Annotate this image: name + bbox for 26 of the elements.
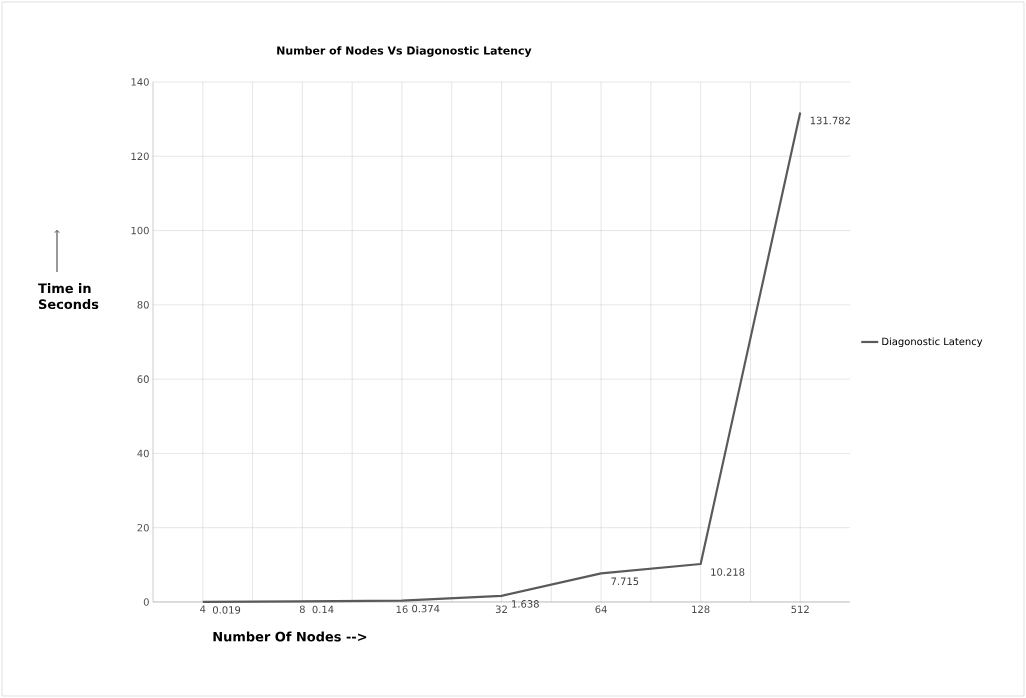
x-axis-title: Number Of Nodes --> bbox=[213, 631, 367, 642]
y-axis-title: Time in Seconds bbox=[38, 283, 99, 310]
x-tick-label: 8 bbox=[299, 605, 305, 614]
y-tick-label: 0 bbox=[143, 598, 149, 606]
chart-title: Number of Nodes Vs Diagonostic Latency bbox=[277, 46, 532, 57]
y-tick-label: 60 bbox=[137, 375, 149, 383]
y-tick-label: 120 bbox=[131, 152, 149, 161]
data-label: 7.715 bbox=[611, 577, 639, 586]
data-label: 0.374 bbox=[412, 604, 440, 613]
x-tick-label: 16 bbox=[396, 605, 408, 614]
x-tick-label: 4 bbox=[200, 605, 206, 613]
x-tick-label: 512 bbox=[791, 605, 809, 614]
x-tick-label: 32 bbox=[495, 605, 507, 614]
data-label: 1.638 bbox=[512, 600, 539, 608]
y-tick-label: 20 bbox=[137, 523, 149, 532]
y-tick-label: 100 bbox=[131, 226, 149, 235]
x-tick-label: 64 bbox=[595, 605, 607, 614]
y-tick-label: 40 bbox=[137, 449, 149, 458]
data-label: 131.782 bbox=[810, 116, 850, 125]
data-label: 0.019 bbox=[212, 606, 241, 614]
x-tick-label: 128 bbox=[692, 605, 710, 614]
legend-label: Diagonostic Latency bbox=[882, 337, 983, 348]
y-tick-label: 80 bbox=[137, 301, 149, 309]
y-tick-label: 140 bbox=[131, 78, 149, 86]
data-label: 0.14 bbox=[312, 605, 334, 614]
data-label: 10.218 bbox=[711, 568, 745, 576]
